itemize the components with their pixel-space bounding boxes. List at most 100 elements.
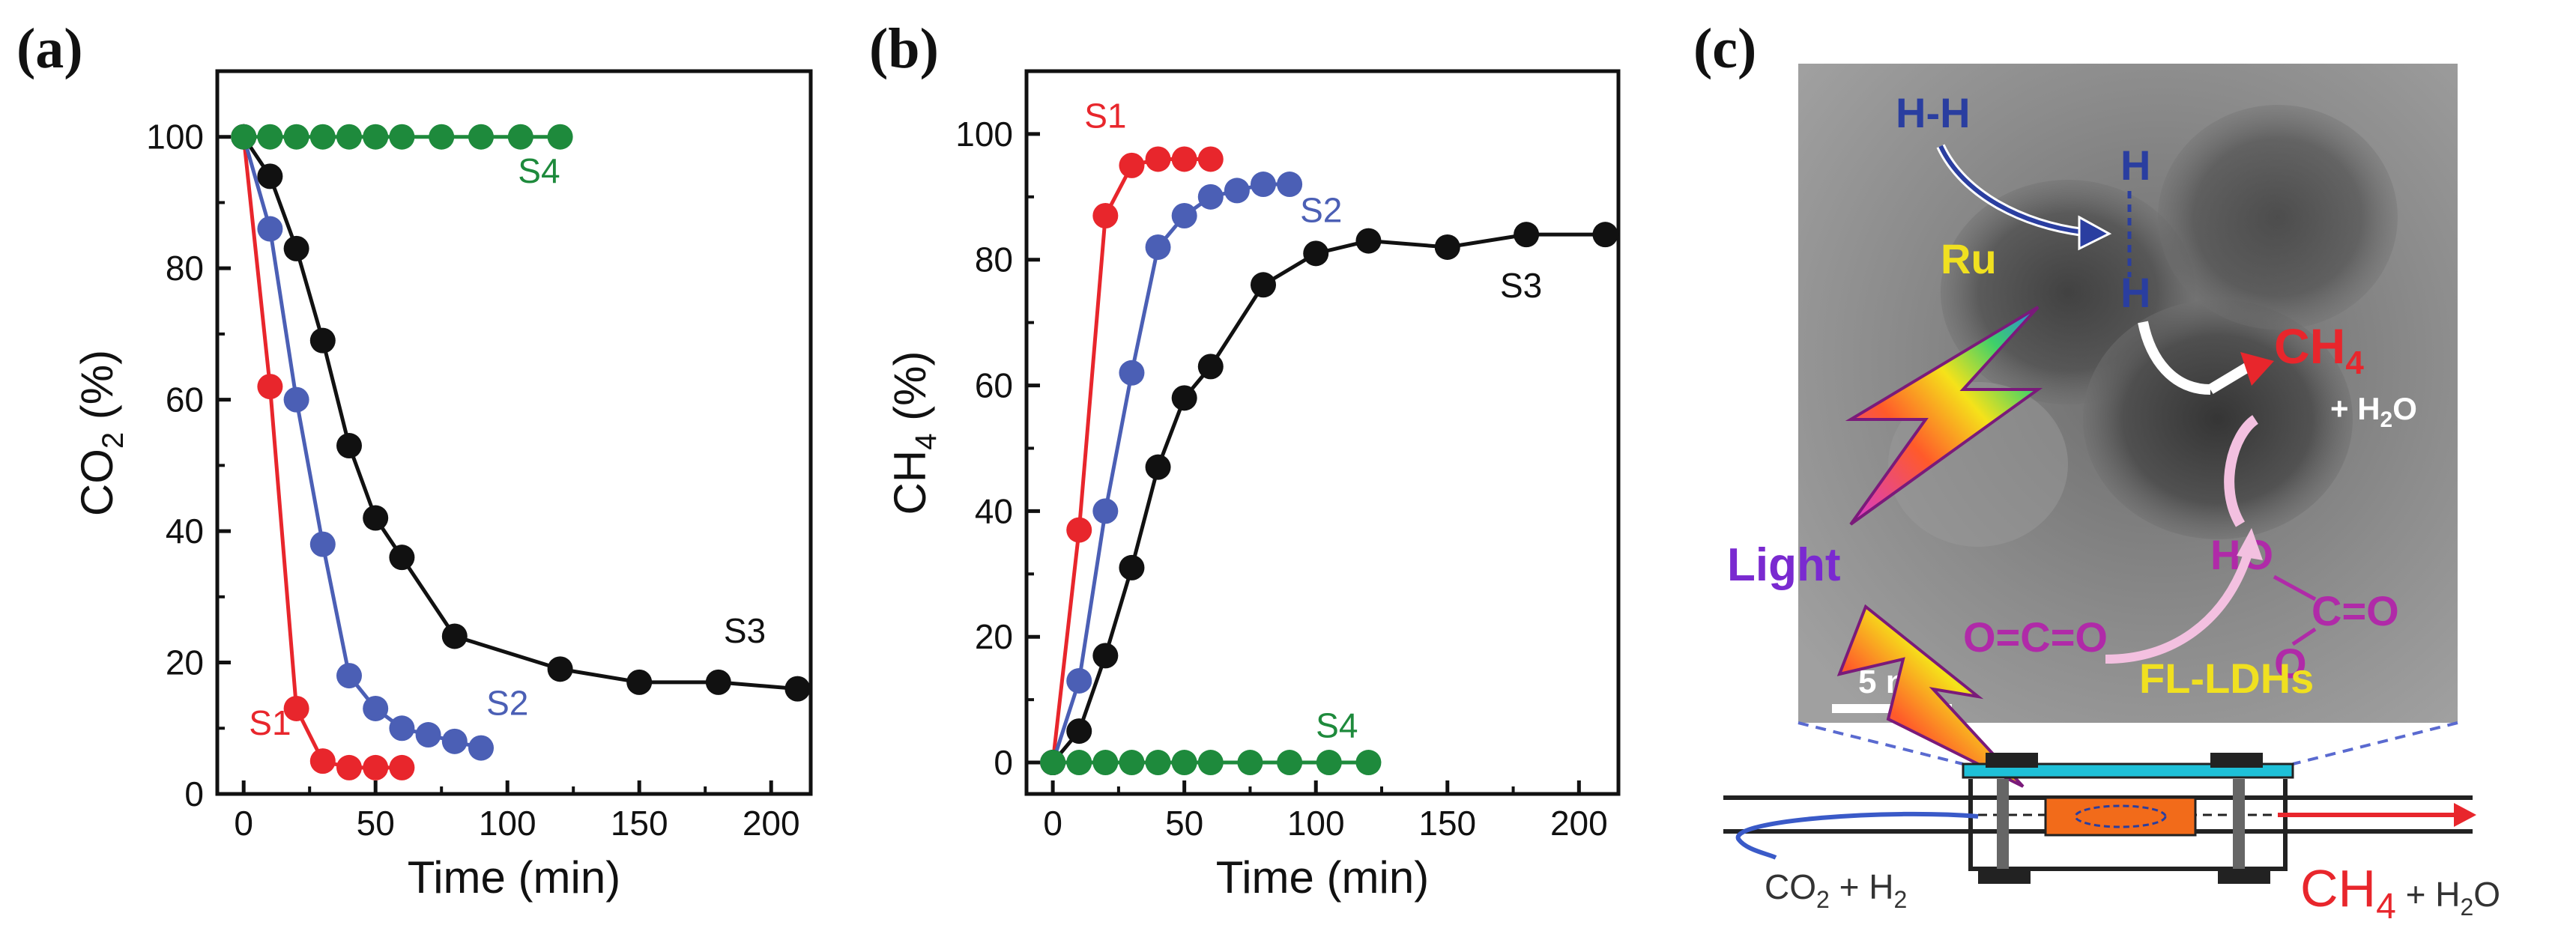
panel-b-series-S2-point [1145,234,1171,260]
panel-c-label: (c) [1693,17,1756,80]
outlet-gas-label: CH4 + H2O [2300,859,2500,927]
panel-a-series-S4-point [468,124,494,150]
panel-b-series-S3-point [1592,222,1618,248]
panel-a-series-S1-point [283,695,309,721]
panel-a-series-S4-point [389,124,415,150]
panel-a-y-tick-label-80: 80 [166,249,204,288]
panel-b-x-tick-label-50: 50 [1165,804,1203,843]
hydrogen-arrowhead [2078,215,2112,251]
zoom-line-right [2292,721,2458,765]
h2o-product-label: + H2O [2330,391,2417,432]
panel-a-series-S3-point [363,505,389,531]
panel-b-y-tick-label-100: 100 [955,115,1013,154]
ru-label: Ru [1941,235,1997,282]
panel-b-series-S4-point [1197,750,1224,776]
co2-arrowhead [2237,528,2263,560]
hydrogen-arrow [1938,145,2084,234]
panel-a-series-S4-point [363,124,389,150]
ch4-arrow [2207,362,2251,395]
panel-a-x-tick-label-150: 150 [611,804,668,843]
inlet-gas-label: CO2 + H2 [1765,867,1907,913]
panel-a-series-S3-point [547,656,573,682]
panel-a-series-S4-point [336,124,362,150]
panel-a-series-S3-line [242,136,798,691]
panel-b-label: (b) [869,17,939,80]
panel-a-series-S2-point [336,663,362,689]
panel-a-plot-frame [215,69,813,796]
o-c-o-label: O=C=O [1963,613,2108,661]
panel-a-series-S1-point [389,754,415,780]
panel-a-series-S3-point [389,545,415,571]
panel-a-series-S3-point [336,433,362,459]
panel-b-series-S4-point [1145,750,1171,776]
panel-b-series-label-S4: S4 [1316,706,1358,745]
panel-b-series-S4-point [1092,750,1119,776]
panel-b-series-S2-point [1224,178,1250,204]
panel-a-series-S2-point [415,722,441,748]
panel-a-series-S2-point [441,728,468,754]
panel-b-series-S3-point [1303,240,1329,267]
ch4-product-label: CH4 [2274,318,2364,381]
panel-b-series-S2-point [1066,667,1092,694]
panel-a-series-S2-point [283,386,309,413]
panel-b-x-tick-label-100: 100 [1287,804,1345,843]
panel-b-x-tick-label-0: 0 [1043,804,1062,843]
panel-a-series-S2-point [309,531,336,557]
panel-a-series-label-S4: S4 [518,151,560,190]
panel-c-schematic: (c) 5 nm H-H H H Ru CH4 + H2O HO C=O O O… [1693,17,2500,927]
panel-a-y-tick-label-0: 0 [184,774,204,813]
panel-b-series-S3-point [1145,454,1171,480]
panel-b-series-S4-point [1171,750,1197,776]
panel-a-series-label-S1: S1 [249,703,291,742]
panel-a-series-S4-point [257,124,283,150]
panel-b-series-labels: S1 S2 S3 S4 [1084,97,1542,745]
panel-a-series-S2-point [389,715,415,742]
panel-b-y-tick-label-0: 0 [994,743,1013,782]
panel-b-series-S4-point [1237,750,1263,776]
panel-b-series-S1-point [1066,517,1092,543]
panel-a-series-S3-point [705,669,731,695]
panel-b-series-S4-point [1066,750,1092,776]
panel-b-series-S3-line [1051,232,1606,764]
panel-a-series-S2-point [257,216,283,242]
panel-a-y-tick-label-40: 40 [166,512,204,551]
panel-b-series-S2-point [1171,203,1197,228]
panel-b-x-axis-title: Time (min) [1216,852,1429,903]
panel-b-series-S1-point [1119,152,1145,178]
panel-b-ticks: 0 50 100 150 200 0 20 40 60 80 100 [955,115,1607,843]
panel-b-series-S1-point [1092,203,1119,228]
panel-b-series-label-S3: S3 [1500,266,1542,305]
panel-b-y-tick-label-40: 40 [975,491,1013,530]
light-label: Light [1727,539,1841,591]
ho-to-ch4-arrow [2224,415,2259,527]
panel-b-series-S3-point [1066,718,1092,745]
panel-a-x-axis-title: Time (min) [408,852,620,903]
panel-b-series-S4-point [1277,750,1303,776]
panel-b-series-S4-point [1040,750,1066,776]
panel-b-series [1040,146,1618,776]
panel-a-series-S3-point [784,676,811,702]
panel-a-series-label-S2: S2 [486,684,528,723]
panel-a-series-labels: S1 S2 S3 S4 [249,151,766,742]
fl-ldhs-label: FL-LDHs [2139,655,2314,702]
panel-b-series-S4-point [1355,750,1382,776]
panel-b-series-S4-point [1119,750,1145,776]
panel-a-label: (a) [16,17,83,80]
panel-b-y-axis-title: CH4 (%) [885,351,943,515]
panel-b-y-tick-label-20: 20 [975,617,1013,656]
panel-a-x-tick-label-200: 200 [743,804,800,843]
panel-b-series-label-S1: S1 [1084,97,1126,136]
panel-a-series-S3-point [309,327,336,354]
panel-b-x-tick-label-200: 200 [1550,804,1608,843]
panel-b-series-S3-point [1197,354,1224,380]
panel-a-series-S3-point [257,163,283,189]
panel-a-ticks: 0 50 100 150 200 0 20 40 60 80 100 [146,118,799,843]
tem-particles [1888,105,2398,547]
panel-b-y-tick-label-60: 60 [975,366,1013,405]
panel-a-y-axis-title: CO2 (%) [72,350,130,516]
panel-a-series-S2-point [363,695,389,721]
panel-a-series-S4-point [547,124,573,150]
o-label: O [2274,640,2307,687]
panel-a-series-S1-point [336,754,362,780]
panel-a-series-S3-point [283,235,309,261]
